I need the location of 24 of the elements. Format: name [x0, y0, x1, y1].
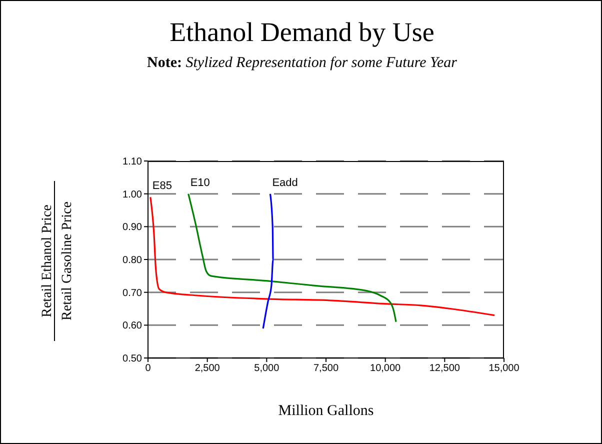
x-tick-label: 10,000 [370, 363, 402, 374]
y-tick-label: 0.50 [122, 354, 142, 365]
x-tick-label: 2,500 [194, 363, 220, 374]
y-axis-title: Retail Ethanol Price Retail Gasoline Price [40, 202, 75, 320]
y-tick-label: 0.60 [122, 320, 142, 332]
x-tick-label: 7,500 [313, 363, 339, 374]
y-tick-label: 1.00 [122, 189, 142, 200]
y-tick-label: 0.80 [122, 255, 142, 266]
line-series [150, 196, 496, 316]
line-series [188, 193, 397, 323]
x-tick-label: 0 [145, 363, 152, 374]
x-tick-label: 5,000 [254, 363, 280, 374]
series-label: Eadd [272, 176, 298, 189]
series-label: E85 [152, 180, 172, 192]
series-label: E10 [190, 176, 210, 189]
chart-subtitle: Note: Stylized Representation for some Future Year [147, 55, 457, 71]
x-axis-title: Million Gallons [277, 403, 375, 420]
x-tick-label: 15,000 [488, 363, 520, 374]
chart-title: Ethanol Demand by Use [168, 17, 436, 48]
line-series [262, 193, 274, 330]
x-tick-label: 12,500 [429, 363, 460, 374]
y-tick-label: 0.90 [122, 222, 142, 234]
y-tick-label: 1.10 [122, 156, 142, 168]
y-tick-label: 0.70 [122, 288, 142, 299]
